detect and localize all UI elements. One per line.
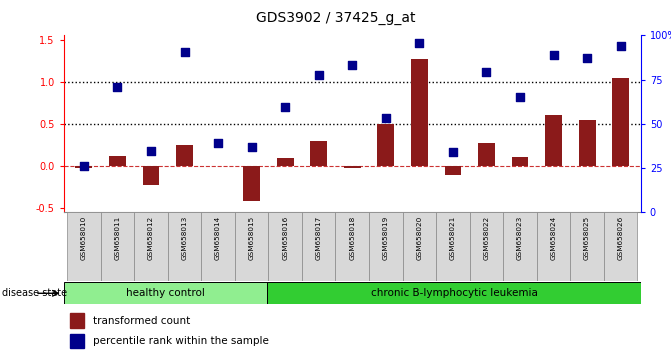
Text: GSM658023: GSM658023 [517, 216, 523, 260]
Bar [109, 156, 125, 166]
Point [582, 55, 592, 61]
Text: GSM658019: GSM658019 [383, 216, 389, 260]
Text: percentile rank within the sample: percentile rank within the sample [93, 336, 268, 346]
Text: transformed count: transformed count [93, 315, 190, 326]
Bar [201, 212, 235, 281]
Bar [176, 145, 193, 166]
Text: GSM658025: GSM658025 [584, 216, 590, 260]
Text: GSM658014: GSM658014 [215, 216, 221, 260]
Bar [411, 59, 427, 166]
Point [313, 72, 324, 78]
Point [414, 40, 425, 46]
Point [146, 148, 156, 154]
Bar [268, 282, 641, 304]
Point [246, 144, 257, 149]
Text: GSM658011: GSM658011 [115, 216, 120, 260]
Text: GSM658021: GSM658021 [450, 216, 456, 260]
Bar [537, 212, 570, 281]
Point [280, 104, 291, 110]
Bar [545, 115, 562, 166]
Bar [101, 212, 134, 281]
Text: healthy control: healthy control [126, 288, 205, 298]
Bar [302, 212, 336, 281]
Text: GSM658022: GSM658022 [484, 216, 489, 260]
Bar [134, 212, 168, 281]
Text: GSM658016: GSM658016 [282, 216, 288, 260]
Point [179, 50, 190, 55]
Text: chronic B-lymphocytic leukemia: chronic B-lymphocytic leukemia [370, 288, 537, 298]
Bar [67, 212, 101, 281]
Text: GSM658020: GSM658020 [417, 216, 422, 260]
Bar [243, 166, 260, 201]
Bar [344, 166, 360, 168]
Bar [612, 78, 629, 166]
Point [380, 115, 391, 121]
Bar [142, 166, 159, 184]
Bar [478, 143, 495, 166]
Bar [578, 120, 595, 166]
Text: GSM658012: GSM658012 [148, 216, 154, 260]
Bar [503, 212, 537, 281]
Point [615, 44, 626, 49]
Bar [377, 124, 394, 166]
Text: disease state: disease state [2, 288, 67, 298]
Point [79, 163, 89, 169]
Bar [75, 166, 92, 168]
Text: GSM658024: GSM658024 [551, 216, 556, 260]
Bar [70, 334, 84, 348]
Text: GSM658018: GSM658018 [350, 216, 355, 260]
Text: GSM658026: GSM658026 [618, 216, 623, 260]
Text: GSM658017: GSM658017 [316, 216, 321, 260]
Bar [336, 212, 369, 281]
Text: GSM658013: GSM658013 [182, 216, 187, 260]
Point [481, 69, 492, 74]
Point [448, 149, 458, 155]
Point [548, 52, 559, 58]
Bar [436, 212, 470, 281]
Bar [511, 157, 528, 166]
Point [213, 141, 223, 146]
Bar [64, 282, 268, 304]
Bar [268, 212, 302, 281]
Bar [310, 141, 327, 166]
Bar [570, 212, 604, 281]
Bar [235, 212, 268, 281]
Bar [444, 166, 461, 175]
Point [112, 84, 123, 90]
Bar [70, 313, 84, 328]
Bar [470, 212, 503, 281]
Bar [604, 212, 637, 281]
Point [515, 94, 525, 100]
Bar [276, 158, 293, 166]
Point [347, 62, 358, 68]
Bar [403, 212, 436, 281]
Text: GSM658015: GSM658015 [249, 216, 254, 260]
Text: GDS3902 / 37425_g_at: GDS3902 / 37425_g_at [256, 11, 415, 25]
Text: GSM658010: GSM658010 [81, 216, 87, 260]
Bar [168, 212, 201, 281]
Bar [369, 212, 403, 281]
